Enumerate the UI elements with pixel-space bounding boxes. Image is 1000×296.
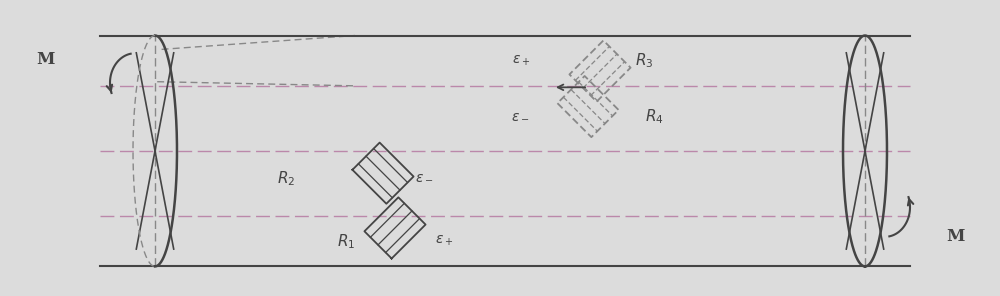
Text: $R_1$: $R_1$: [337, 232, 355, 251]
Text: $\varepsilon_-$: $\varepsilon_-$: [511, 108, 530, 123]
Text: M: M: [36, 51, 54, 68]
Text: $R_3$: $R_3$: [635, 51, 653, 70]
Text: M: M: [946, 228, 964, 245]
Text: $\varepsilon_+$: $\varepsilon_+$: [435, 234, 453, 248]
Text: $\varepsilon_-$: $\varepsilon_-$: [415, 169, 434, 183]
Text: $R_4$: $R_4$: [645, 107, 664, 126]
Text: $\varepsilon_+$: $\varepsilon_+$: [512, 54, 530, 68]
Text: $R_2$: $R_2$: [277, 170, 295, 189]
